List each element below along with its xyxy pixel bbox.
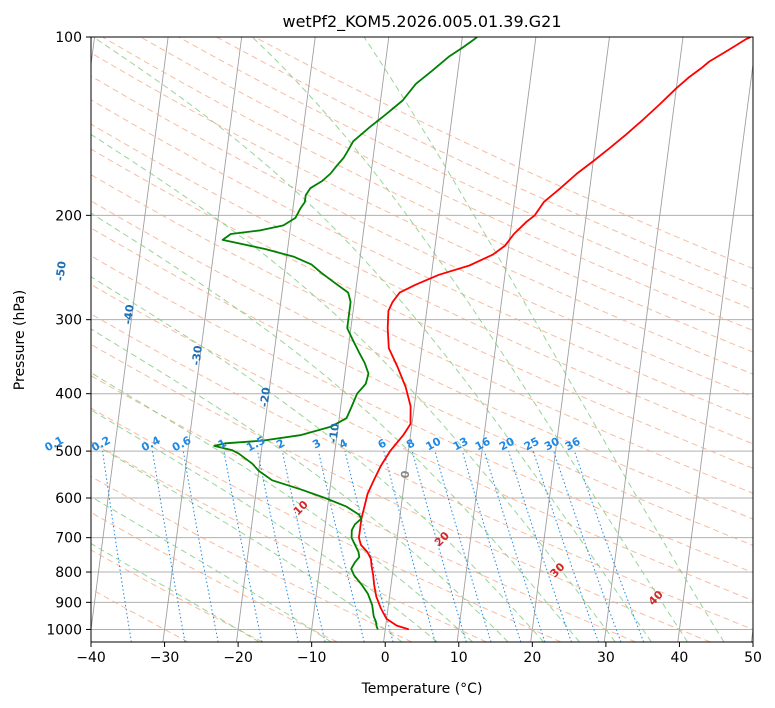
mixing-ratio-label: 36 — [563, 435, 583, 454]
isotherm-label: -50 — [53, 260, 69, 282]
moist-adiabat-line — [363, 37, 725, 642]
mixing-ratio-label: 20 — [497, 435, 517, 454]
dewpoint-profile-line — [213, 37, 478, 630]
x-tick-label: 0 — [381, 650, 390, 666]
mixing-ratio-label: 30 — [542, 435, 562, 454]
isotherm-label: -40 — [121, 303, 137, 325]
mixing-ratio-line — [281, 450, 326, 642]
moist-adiabat-line — [91, 441, 403, 642]
x-tick-label: 30 — [597, 650, 615, 666]
dry-adiabat-line — [91, 123, 753, 445]
isotherm-label: -20 — [258, 386, 274, 408]
y-tick-label: 100 — [55, 30, 82, 46]
dry-adiabat-line — [91, 283, 753, 602]
y-axis-ticks: 1000 900 800 700 600 500 400 300 200 100 — [46, 30, 91, 638]
mixing-ratio-line — [257, 451, 299, 642]
mixing-ratio-label: 16 — [473, 435, 493, 454]
skewed-isotherms — [91, 37, 753, 642]
dry-adiabat-line — [91, 549, 263, 642]
isotherm-label: -30 — [189, 344, 205, 366]
mixing-ratio-line — [102, 451, 132, 642]
x-axis-label: Temperature (°C) — [361, 681, 483, 697]
dry-adiabat-line — [91, 227, 753, 546]
mixing-ratio-label: 25 — [522, 435, 542, 454]
mixing-ratio-label: 10 — [424, 435, 444, 454]
moist-adiabat-line — [91, 133, 616, 642]
profile-series — [213, 37, 752, 631]
mixing-ratio-line — [508, 450, 572, 642]
plot-frame — [90, 36, 754, 643]
mixing-ratio-line — [573, 450, 645, 642]
mixing-ratio-line — [553, 450, 622, 642]
dry-adiabat-line — [91, 511, 338, 642]
dry-adiabat-line — [91, 52, 753, 375]
moist-adiabat-line — [91, 372, 474, 642]
skewed-isotherm-line — [456, 37, 537, 642]
y-axis-label: Pressure (hPa) — [12, 290, 28, 390]
mixing-ratio-line — [383, 450, 436, 642]
mixing-ratio-line — [532, 450, 599, 642]
dry-adiabat-line — [91, 200, 753, 520]
moist-adiabat-line — [91, 409, 438, 642]
mixing-ratio-line — [411, 450, 467, 642]
moist-adiabat-line — [91, 276, 545, 642]
moist-adiabats — [91, 37, 725, 642]
dry-adiabats — [91, 37, 753, 642]
y-tick-label: 300 — [55, 313, 82, 329]
x-tick-label: −10 — [297, 650, 327, 666]
dry-adiabat-line — [91, 441, 487, 642]
skewed-isotherm-line — [236, 37, 316, 642]
isotherm-label: -10 — [326, 422, 342, 444]
dry-adiabat-line — [91, 313, 753, 630]
mixing-ratio-line — [223, 451, 263, 642]
plot-area — [91, 37, 753, 642]
mixing-ratio-lines — [102, 450, 645, 642]
temperature-profile-line — [357, 37, 752, 631]
chart-title: wetPf2_KOM5.2026.005.01.39.G21 — [282, 12, 561, 32]
dry-adiabat-line — [91, 407, 562, 642]
y-tick-label: 900 — [55, 595, 82, 611]
mixing-ratio-line — [483, 450, 546, 642]
y-tick-label: 700 — [55, 531, 82, 547]
dry-adiabat-line — [91, 255, 753, 574]
skewed-isotherm-line — [383, 37, 463, 642]
moist-adiabat-line — [91, 542, 260, 642]
y-tick-label: 500 — [55, 444, 82, 460]
skewed-isotherm-line — [530, 37, 610, 642]
dry-adiabat-line — [91, 174, 753, 494]
dry-adiabat-line — [91, 343, 711, 642]
skewed-isotherm-line — [91, 37, 169, 633]
x-axis-ticks: −40 −30 −20 −10 0 10 20 30 40 50 — [76, 642, 762, 666]
skewed-isotherm-line — [162, 37, 243, 642]
y-tick-label: 400 — [55, 387, 82, 403]
dry-adiabat-line — [91, 375, 636, 642]
moist-adiabat-line — [93, 37, 652, 642]
x-tick-label: 20 — [523, 650, 541, 666]
x-tick-label: 10 — [450, 650, 468, 666]
dry-adiabat-line — [91, 99, 753, 421]
x-tick-label: 50 — [744, 650, 762, 666]
moist-adiabat-line — [91, 328, 509, 642]
skewed-isotherm-line — [677, 61, 753, 642]
y-tick-label: 600 — [55, 491, 82, 507]
y-tick-label: 1000 — [46, 622, 82, 638]
mixing-ratio-line — [318, 450, 365, 642]
zero-isotherm-label: 0 — [398, 469, 412, 479]
x-tick-label: −40 — [76, 650, 106, 666]
skewed-isotherm-line — [603, 37, 684, 642]
annotation-labels: -100-90-80-70-60-50-40-30-20-1000.10.20.… — [0, 220, 666, 608]
dry-adiabat-line — [102, 37, 753, 353]
x-tick-label: −30 — [150, 650, 180, 666]
moist-adiabat-line — [91, 212, 580, 642]
moist-adiabat-line — [251, 37, 689, 642]
y-tick-label: 200 — [55, 208, 82, 224]
mixing-ratio-label: 13 — [451, 435, 471, 454]
x-tick-label: 40 — [671, 650, 689, 666]
mixing-ratio-line — [434, 450, 492, 642]
mixing-ratio-line — [461, 450, 522, 642]
y-tick-label: 800 — [55, 565, 82, 581]
dry-adiabat-line — [216, 37, 753, 290]
x-tick-label: −20 — [223, 650, 253, 666]
